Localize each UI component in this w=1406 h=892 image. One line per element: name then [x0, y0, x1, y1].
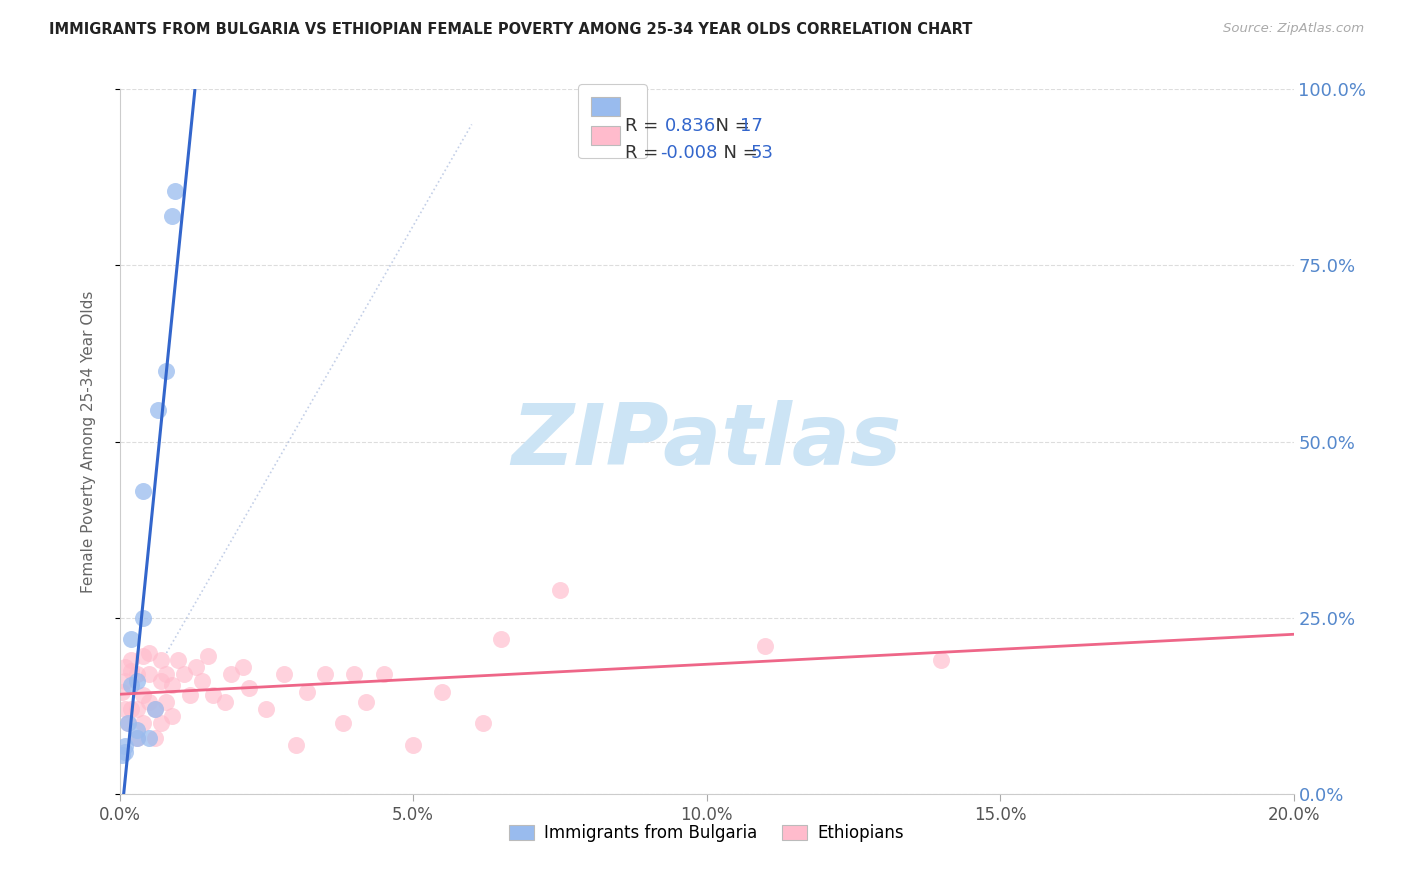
Point [472, 716, 495, 731]
Point [149, 653, 172, 667]
Text: R =: R = [626, 144, 664, 161]
Point [143, 731, 166, 745]
Point [165, 185, 187, 199]
Point [297, 684, 319, 698]
Point [373, 667, 395, 681]
Point [202, 688, 225, 702]
Legend: Immigrants from Bulgaria, Ethiopians: Immigrants from Bulgaria, Ethiopians [502, 818, 911, 849]
Point [120, 653, 142, 667]
Point [114, 674, 136, 689]
Y-axis label: Female Poverty Among 25-34 Year Olds: Female Poverty Among 25-34 Year Olds [82, 291, 96, 592]
Point [931, 653, 953, 667]
Point [314, 667, 336, 681]
Point [143, 702, 166, 716]
Point [127, 731, 149, 745]
Point [146, 402, 169, 417]
Point [138, 731, 160, 745]
Point [138, 695, 160, 709]
Text: 17: 17 [741, 117, 763, 135]
Point [132, 649, 155, 664]
Point [132, 716, 155, 731]
Point [179, 688, 201, 702]
Point [132, 610, 155, 624]
Point [402, 738, 425, 752]
Point [232, 660, 254, 674]
Text: Source: ZipAtlas.com: Source: ZipAtlas.com [1223, 22, 1364, 36]
Point [754, 639, 776, 653]
Point [127, 731, 149, 745]
Text: 0.836: 0.836 [665, 117, 716, 135]
Point [138, 667, 160, 681]
Point [120, 678, 142, 692]
Point [219, 667, 242, 681]
Point [254, 702, 277, 716]
Text: N =: N = [704, 117, 755, 135]
Point [155, 364, 177, 378]
Point [214, 695, 236, 709]
Point [114, 660, 136, 674]
Text: IMMIGRANTS FROM BULGARIA VS ETHIOPIAN FEMALE POVERTY AMONG 25-34 YEAR OLDS CORRE: IMMIGRANTS FROM BULGARIA VS ETHIOPIAN FE… [49, 22, 973, 37]
Point [127, 667, 149, 681]
Point [120, 702, 142, 716]
Point [432, 684, 454, 698]
Point [155, 667, 177, 681]
Text: N =: N = [713, 144, 763, 161]
Point [343, 667, 366, 681]
Point [132, 483, 155, 498]
Text: 53: 53 [751, 144, 773, 161]
Point [273, 667, 295, 681]
Point [138, 646, 160, 660]
Point [162, 709, 184, 723]
Point [127, 723, 149, 738]
Point [111, 748, 134, 763]
Point [184, 660, 207, 674]
Point [143, 702, 166, 716]
Point [155, 695, 177, 709]
Point [354, 695, 377, 709]
Point [167, 653, 190, 667]
Point [117, 716, 139, 731]
Point [132, 688, 155, 702]
Point [548, 582, 571, 597]
Text: ZIPatlas: ZIPatlas [512, 400, 901, 483]
Point [238, 681, 260, 696]
Point [127, 674, 149, 689]
Point [120, 664, 142, 678]
Point [114, 739, 136, 753]
Point [162, 209, 184, 223]
Point [117, 716, 139, 731]
Point [284, 738, 307, 752]
Point [149, 716, 172, 731]
Point [197, 649, 219, 664]
Point [127, 702, 149, 716]
Point [173, 667, 195, 681]
Point [120, 632, 142, 646]
Point [190, 674, 212, 689]
Point [162, 678, 184, 692]
Point [111, 684, 134, 698]
Point [114, 745, 136, 759]
Point [489, 632, 512, 646]
Point [332, 716, 354, 731]
Point [114, 702, 136, 716]
Text: R =: R = [626, 117, 669, 135]
Text: -0.008: -0.008 [661, 144, 717, 161]
Point [149, 674, 172, 689]
